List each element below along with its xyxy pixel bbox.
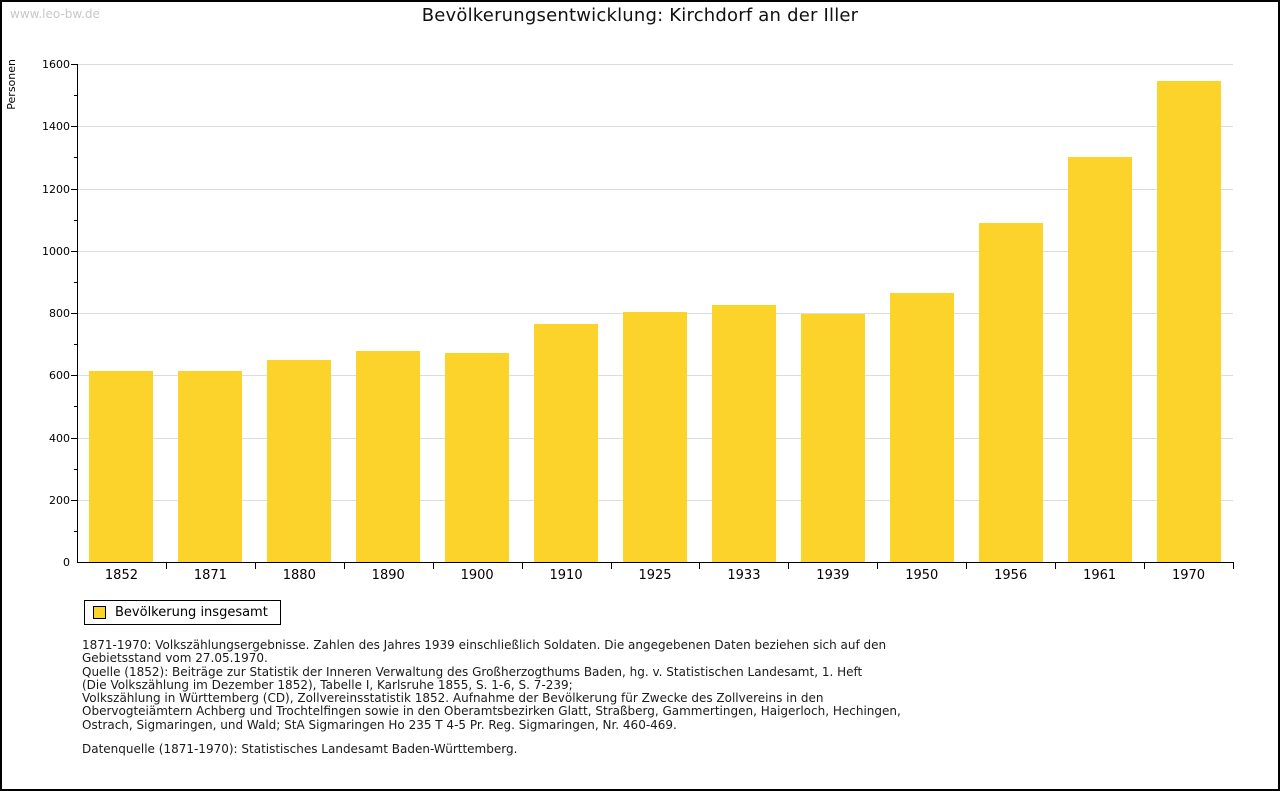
y-axis-line <box>77 64 78 563</box>
y-tick-label: 1600 <box>42 58 70 71</box>
legend-label: Bevölkerung insgesamt <box>115 605 268 620</box>
legend-swatch-icon <box>93 606 106 619</box>
x-label-1970: 1970 <box>1171 568 1206 583</box>
bar-1925 <box>623 312 687 562</box>
chart-title: Bevölkerungsentwicklung: Kirchdorf an de… <box>421 5 859 26</box>
gridline-1000 <box>77 250 1233 252</box>
bar-1880 <box>267 359 332 562</box>
y-tick-400 <box>71 437 77 439</box>
y-tick-1200 <box>71 188 77 190</box>
footer-line-4: (Die Volkszählung im Dezember 1852), Tab… <box>82 677 573 692</box>
y-tick-1600 <box>71 64 77 65</box>
x-tick-1 <box>165 563 167 569</box>
y-tick-600 <box>71 375 77 377</box>
x-tick-5 <box>521 563 523 569</box>
x-label-1880: 1880 <box>282 568 316 583</box>
bar-1961 <box>1067 156 1132 562</box>
x-label-1939: 1939 <box>816 568 850 583</box>
y-tick-1500 <box>74 95 77 97</box>
y-tick-1400 <box>71 126 77 128</box>
footer-line-7: Ostrach, Sigmaringen, und Wald; StA Sigm… <box>82 717 677 732</box>
bar-1890 <box>356 350 421 562</box>
y-tick-1000 <box>71 250 77 252</box>
y-tick-900 <box>74 281 77 283</box>
footer-line-3: Quelle (1852): Beiträge zur Statistik de… <box>82 664 863 679</box>
x-label-1956: 1956 <box>994 568 1028 583</box>
bar-1950 <box>889 293 954 562</box>
gridline-1400 <box>77 126 1233 128</box>
x-tick-10 <box>966 563 968 569</box>
y-tick-300 <box>74 468 77 470</box>
x-tick-12 <box>1144 563 1146 569</box>
y-tick-label: 1000 <box>42 244 70 258</box>
footer-line-2: Gebietsstand vom 27.05.1970. <box>82 651 268 666</box>
bar-1939 <box>800 313 865 562</box>
x-axis-line <box>77 562 1234 563</box>
y-tick-label: 800 <box>49 307 70 320</box>
x-label-1925: 1925 <box>638 568 672 583</box>
plot-area <box>77 64 1233 562</box>
x-tick-6 <box>610 563 612 569</box>
x-label-1900: 1900 <box>460 568 494 583</box>
x-tick-11 <box>1055 563 1057 569</box>
data-source-note: Datenquelle (1871-1970): Statistisches L… <box>82 742 518 756</box>
y-tick-1300 <box>74 157 77 159</box>
footer-notes: 1871-1970: Volkszählungsergebnisse. Zahl… <box>82 638 1212 732</box>
bar-1871 <box>178 371 243 562</box>
footer-line-6: Obervogteiämtern Achberg und Trochtelfin… <box>82 704 901 719</box>
gridline-1600 <box>77 64 1233 65</box>
x-label-1871: 1871 <box>193 568 227 583</box>
y-tick-label: 0 <box>63 556 70 569</box>
gridline-1200 <box>77 188 1233 190</box>
footer-line-5: Volkszählung in Württemberg (CD), Zollve… <box>82 691 824 706</box>
x-label-1910: 1910 <box>549 568 583 583</box>
x-label-1852: 1852 <box>104 568 138 583</box>
y-tick-label: 1400 <box>42 120 70 134</box>
y-tick-1100 <box>74 219 77 221</box>
x-label-1961: 1961 <box>1083 568 1117 583</box>
x-label-1890: 1890 <box>371 568 405 583</box>
bar-1956 <box>978 222 1043 562</box>
bar-1852 <box>89 371 154 562</box>
x-tick-4 <box>432 563 434 569</box>
y-axis-title: Personen <box>5 59 18 110</box>
y-tick-label: 200 <box>49 493 70 507</box>
y-tick-800 <box>71 313 77 314</box>
bar-1900 <box>445 352 510 562</box>
x-tick-2 <box>254 563 256 569</box>
bar-1933 <box>711 305 776 562</box>
y-tick-500 <box>74 406 77 408</box>
bar-1970 <box>1156 81 1221 562</box>
x-label-1950: 1950 <box>905 568 939 583</box>
y-tick-label: 600 <box>49 369 70 383</box>
x-tick-3 <box>343 563 345 569</box>
y-tick-label: 1200 <box>42 182 70 196</box>
x-tick-13 <box>1233 563 1234 569</box>
x-tick-8 <box>788 563 790 569</box>
y-tick-200 <box>71 499 77 501</box>
y-tick-100 <box>74 530 77 532</box>
legend: Bevölkerung insgesamt <box>84 600 281 625</box>
x-tick-9 <box>877 563 879 569</box>
x-tick-7 <box>699 563 701 569</box>
bar-1910 <box>534 324 599 562</box>
x-label-1933: 1933 <box>727 568 761 583</box>
y-tick-700 <box>74 344 77 346</box>
y-tick-label: 400 <box>49 431 70 445</box>
watermark: www.leo-bw.de <box>10 7 100 21</box>
footer-line-1: 1871-1970: Volkszählungsergebnisse. Zahl… <box>82 638 887 652</box>
